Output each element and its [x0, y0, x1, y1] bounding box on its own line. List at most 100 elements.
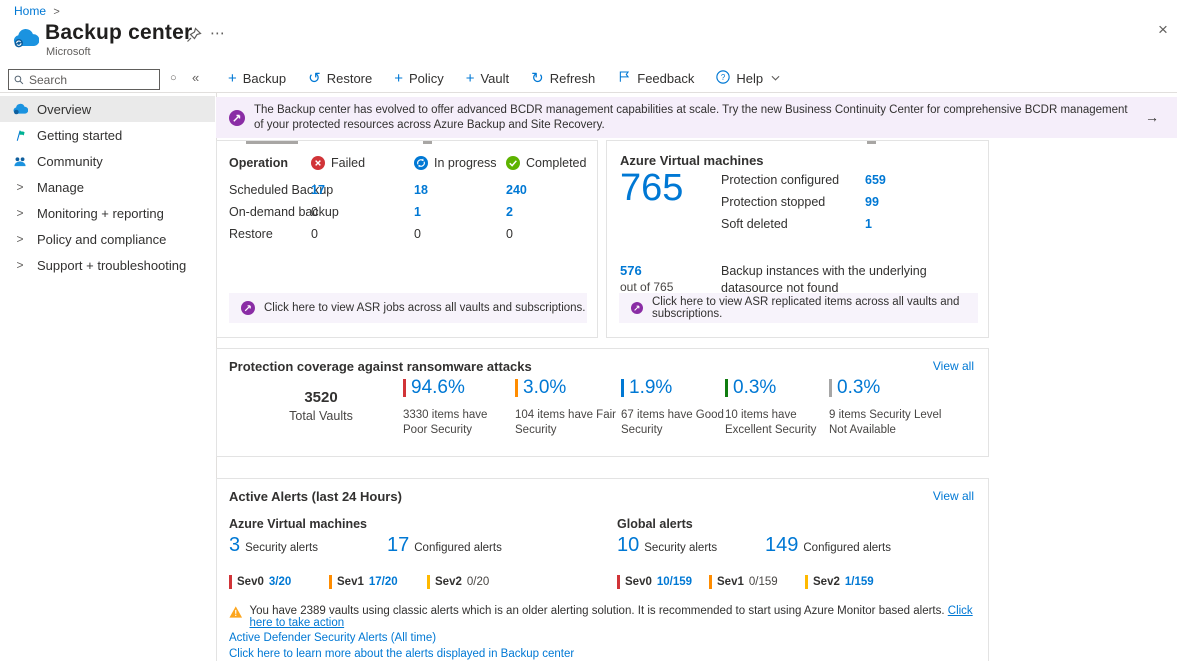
close-icon[interactable]: × [1158, 20, 1168, 39]
jobs-col-operation: Operation [229, 156, 289, 170]
refresh-button[interactable]: ↻ Refresh [531, 71, 595, 86]
page-subtitle: Microsoft [46, 46, 91, 58]
segment-description: 9 items Security Level Not Available [829, 409, 942, 436]
security-segment-fair: 3.0% 104 items have Fair Security [515, 377, 619, 438]
segment-percent[interactable]: 1.9% [621, 377, 725, 399]
collapse-sidebar-icon[interactable]: « [192, 70, 200, 85]
learn-more-alerts-link[interactable]: Click here to learn more about the alert… [229, 648, 575, 660]
sidebar-item-label: Community [37, 153, 103, 169]
breadcrumb-home-link[interactable]: Home [14, 4, 47, 18]
ransomware-view-all-link[interactable]: View all [932, 359, 974, 373]
asr-jobs-link-bar[interactable]: Click here to view ASR jobs across all v… [229, 293, 587, 323]
sev-label: Sev1 [717, 576, 744, 588]
job-value-link[interactable]: 240 [506, 183, 527, 197]
policy-button[interactable]: + Policy [394, 71, 443, 86]
help-icon: ? [716, 69, 731, 87]
job-value-link[interactable]: 18 [414, 183, 428, 197]
classic-alerts-warning: You have 2389 vaults using classic alert… [229, 605, 988, 629]
global-sev2-badge[interactable]: Sev2 1/159 [805, 575, 874, 589]
plus-icon: + [394, 69, 404, 87]
completed-icon [506, 156, 520, 170]
severity-color-bar [229, 575, 232, 589]
clipped-heading-fragment [246, 141, 298, 144]
job-value-link[interactable]: 17 [311, 183, 325, 197]
vm-stat-label: Protection configured [721, 173, 840, 187]
more-options-icon[interactable]: ⋯ [210, 25, 225, 42]
alerts-view-all-link[interactable]: View all [932, 489, 974, 503]
feedback-button[interactable]: Feedback [617, 70, 694, 86]
global-sev1-badge[interactable]: Sev1 0/159 [709, 575, 778, 589]
job-value: 0 [506, 227, 513, 241]
help-button[interactable]: ? Help [716, 69, 780, 87]
job-value-link[interactable]: 1 [414, 205, 421, 219]
active-alerts-card: Active Alerts (last 24 Hours) View all A… [216, 478, 989, 661]
vm-stat-value[interactable]: 1 [865, 217, 872, 231]
page-title: Backup center [45, 21, 193, 44]
vm-sev1-badge[interactable]: Sev1 17/20 [329, 575, 398, 589]
global-security-alerts-stat[interactable]: 10 Security alerts [617, 535, 717, 555]
sidebar-nav: Overview Getting started Community > Man… [0, 96, 215, 278]
vm-stat-label: Protection stopped [721, 195, 826, 209]
jobs-col-completed: Completed [506, 156, 586, 170]
banner-text: The Backup center has evolved to offer a… [254, 103, 1128, 131]
restore-button[interactable]: ↺ Restore [308, 71, 372, 86]
breadcrumb-separator: > [53, 6, 60, 18]
vm-sev0-badge[interactable]: Sev0 3/20 [229, 575, 291, 589]
vm-sev2-badge[interactable]: Sev2 0/20 [427, 575, 489, 589]
severity-color-bar [617, 575, 620, 589]
search-icon [14, 75, 24, 84]
sidebar-item-label: Monitoring + reporting [37, 205, 164, 221]
warning-text: You have 2389 vaults using classic alert… [249, 605, 945, 617]
asr-link-icon [241, 301, 255, 315]
search-input[interactable] [29, 72, 154, 87]
take-action-link[interactable]: Click here to take action [249, 605, 973, 629]
segment-color-bar [725, 379, 728, 397]
backup-button[interactable]: + Backup [228, 71, 286, 86]
segment-percent[interactable]: 94.6% [403, 377, 507, 399]
sync-status-icon[interactable]: ○ [170, 72, 177, 84]
global-configured-alerts-stat[interactable]: 149 Configured alerts [765, 535, 891, 555]
asr-link-icon [631, 302, 643, 314]
sidebar-item-policy-compliance[interactable]: > Policy and compliance [0, 226, 215, 252]
total-vaults-label: Total Vaults [289, 409, 353, 423]
pin-icon[interactable] [186, 27, 202, 43]
asr-replicated-items-link-bar[interactable]: Click here to view ASR replicated items … [619, 293, 978, 323]
sidebar-search [8, 69, 160, 90]
segment-color-bar [621, 379, 624, 397]
segment-percent[interactable]: 0.3% [829, 377, 947, 399]
vm-security-alerts-stat[interactable]: 3 Security alerts [229, 535, 318, 555]
sidebar-item-overview[interactable]: Overview [0, 96, 215, 122]
job-value-link[interactable]: 2 [506, 205, 513, 219]
vm-configured-alerts-stat[interactable]: 17 Configured alerts [387, 535, 502, 555]
chevron-right-icon: > [16, 258, 24, 272]
chevron-right-icon: > [16, 232, 24, 246]
arrow-right-icon[interactable]: → [1145, 109, 1159, 125]
vm-datasource-count[interactable]: 576 [620, 263, 642, 278]
global-sev0-badge[interactable]: Sev0 10/159 [617, 575, 692, 589]
security-segment-not-available: 0.3% 9 items Security Level Not Availabl… [829, 377, 947, 438]
sev-value: 17/20 [368, 576, 398, 588]
vault-button[interactable]: + Vault [466, 71, 509, 86]
sidebar-item-community[interactable]: Community [0, 148, 215, 174]
restore-button-label: Restore [326, 70, 373, 86]
bcdr-announcement-banner[interactable]: The Backup center has evolved to offer a… [216, 97, 1177, 138]
vm-stat-value[interactable]: 99 [865, 195, 879, 209]
community-icon [12, 153, 28, 169]
sidebar-item-manage[interactable]: > Manage [0, 174, 215, 200]
vm-stat-value[interactable]: 659 [865, 173, 886, 187]
vm-total-count[interactable]: 765 [620, 167, 684, 209]
chevron-right-icon: > [16, 206, 24, 220]
segment-percent[interactable]: 3.0% [515, 377, 619, 399]
security-segment-poor: 94.6% 3330 items have Poor Security [403, 377, 507, 438]
alerts-group-title-global: Global alerts [617, 517, 693, 531]
defender-alerts-link[interactable]: Active Defender Security Alerts (All tim… [229, 632, 437, 644]
sidebar-item-monitoring-reporting[interactable]: > Monitoring + reporting [0, 200, 215, 226]
sidebar-item-getting-started[interactable]: Getting started [0, 122, 215, 148]
alerts-card-title: Active Alerts (last 24 Hours) [229, 489, 402, 504]
clipped-heading-fragment [867, 141, 876, 144]
total-vaults-stat: 3520 Total Vaults [275, 389, 367, 423]
segment-percent[interactable]: 0.3% [725, 377, 829, 399]
sidebar-item-label: Support + troubleshooting [37, 257, 187, 273]
sidebar-item-support-troubleshooting[interactable]: > Support + troubleshooting [0, 252, 215, 278]
azure-vm-card: Azure Virtual machines 765 Protection co… [606, 140, 989, 338]
